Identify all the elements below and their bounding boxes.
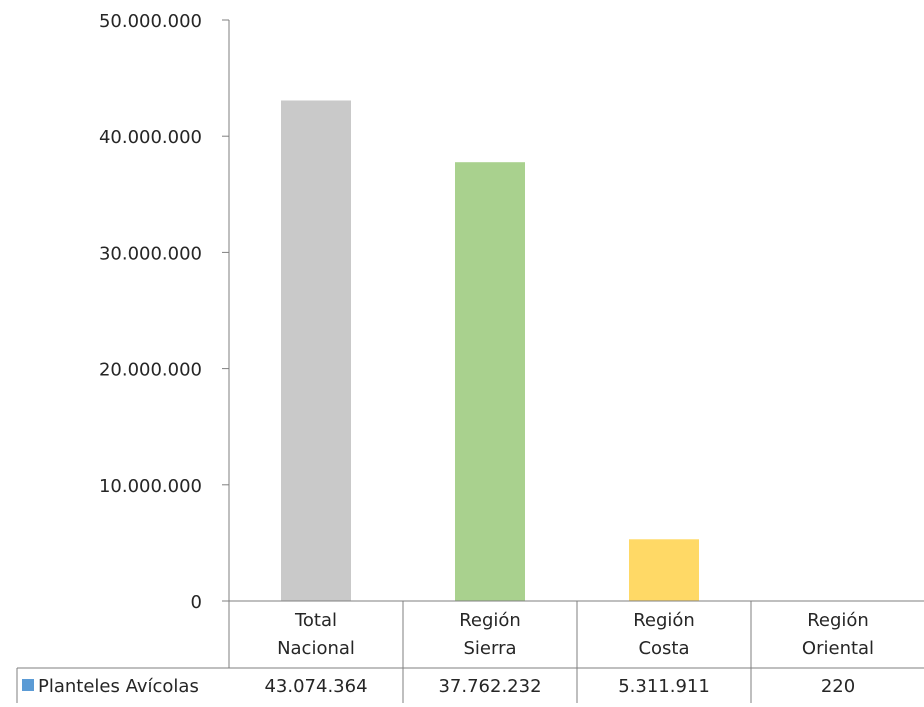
x-category-label-line: Total: [294, 610, 337, 631]
x-category-label: Total Nacional: [277, 610, 355, 659]
y-tick-label: 40.000.000: [99, 127, 202, 148]
y-tick-label: 30.000.000: [99, 243, 202, 264]
x-category-label: Región Sierra: [459, 610, 521, 659]
data-table-value: 5.311.911: [618, 676, 710, 697]
x-category-label-line: Región: [807, 610, 869, 631]
y-tick-label: 20.000.000: [99, 360, 202, 381]
data-table-value: 220: [821, 676, 855, 697]
legend-swatch: [22, 679, 34, 691]
x-category-label-line: Costa: [638, 638, 689, 659]
y-tick-label: 0: [191, 592, 202, 613]
bar: [629, 539, 699, 601]
x-category-label-line: Región: [459, 610, 521, 631]
bar: [281, 100, 351, 601]
legend-series-name: Planteles Avícolas: [38, 676, 199, 697]
x-category-label: Región Costa: [633, 610, 695, 659]
data-table-value: 43.074.364: [264, 676, 367, 697]
x-category-label-line: Oriental: [802, 638, 874, 659]
data-table-value: 37.762.232: [438, 676, 541, 697]
y-tick-label: 10.000.000: [99, 476, 202, 497]
x-category-label-line: Nacional: [277, 638, 355, 659]
x-category-label-line: Sierra: [463, 638, 516, 659]
y-tick-label: 50.000.000: [99, 11, 202, 32]
x-category-label-line: Región: [633, 610, 695, 631]
bar: [455, 162, 525, 601]
y-axis: 0 10.000.000 20.000.000 30.000.000 40.000.00…: [99, 11, 229, 668]
bars: [281, 100, 873, 601]
x-category-label: Región Oriental: [802, 610, 874, 659]
